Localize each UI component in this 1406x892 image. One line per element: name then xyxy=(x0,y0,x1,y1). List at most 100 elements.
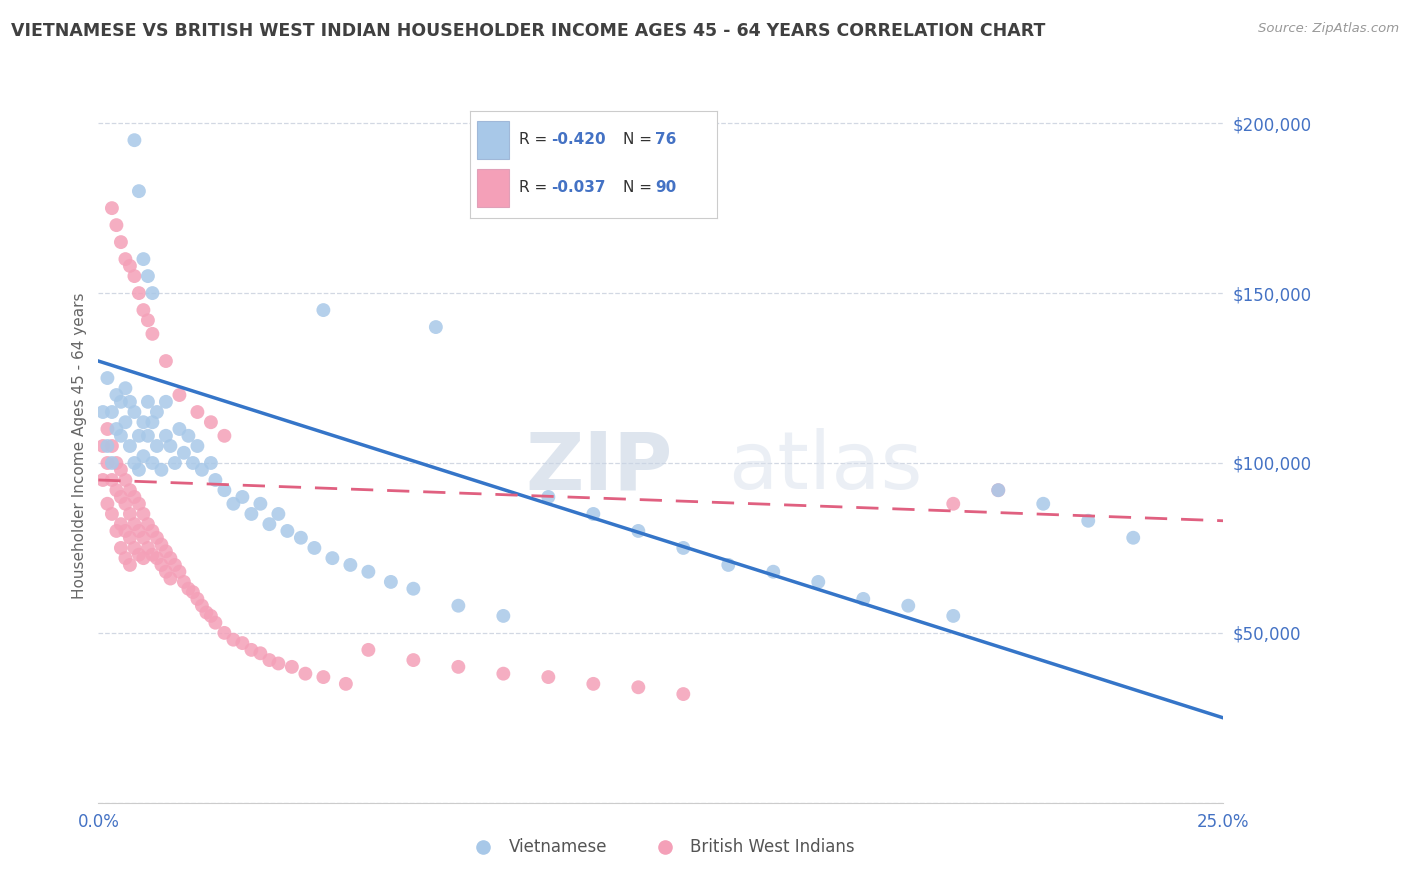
Point xyxy=(132,551,155,566)
Text: ZIP: ZIP xyxy=(526,428,673,507)
Point xyxy=(114,252,136,266)
Point xyxy=(146,439,169,453)
Point xyxy=(191,599,214,613)
Point xyxy=(101,473,124,487)
Point xyxy=(101,507,124,521)
Point xyxy=(402,582,425,596)
Point xyxy=(447,599,470,613)
Point xyxy=(762,565,785,579)
Point xyxy=(163,558,186,572)
Point xyxy=(294,666,316,681)
Point xyxy=(132,415,155,429)
Point xyxy=(118,439,141,453)
Point xyxy=(136,429,159,443)
Point xyxy=(177,429,200,443)
Point xyxy=(128,497,150,511)
Point xyxy=(128,463,150,477)
Point xyxy=(96,371,118,385)
Point xyxy=(231,490,253,504)
Point xyxy=(672,541,695,555)
Point xyxy=(380,574,402,589)
Point xyxy=(128,429,150,443)
Point xyxy=(132,252,155,266)
Point xyxy=(181,456,204,470)
Point xyxy=(259,653,281,667)
Point xyxy=(281,660,304,674)
Point xyxy=(259,517,281,532)
Point xyxy=(717,558,740,572)
Point xyxy=(222,632,245,647)
Point xyxy=(124,517,146,532)
Point xyxy=(101,405,124,419)
Point xyxy=(101,456,124,470)
Point xyxy=(627,680,650,694)
Point xyxy=(582,507,605,521)
Point xyxy=(136,269,159,284)
Point xyxy=(987,483,1010,498)
Point xyxy=(110,490,132,504)
Point xyxy=(159,551,181,566)
Point xyxy=(96,456,118,470)
Point xyxy=(200,608,222,623)
Point xyxy=(173,574,195,589)
Point xyxy=(128,286,150,301)
Point xyxy=(124,456,146,470)
Point xyxy=(267,657,290,671)
Point xyxy=(118,507,141,521)
Point xyxy=(118,259,141,273)
Point xyxy=(191,463,214,477)
Point xyxy=(807,574,830,589)
Point xyxy=(141,286,163,301)
Point xyxy=(114,524,136,538)
Point xyxy=(155,565,177,579)
Point xyxy=(627,524,650,538)
Point xyxy=(141,415,163,429)
Point xyxy=(304,541,326,555)
Point xyxy=(582,677,605,691)
Point xyxy=(852,591,875,606)
Point xyxy=(118,483,141,498)
Point xyxy=(240,643,263,657)
Point xyxy=(169,565,191,579)
Point xyxy=(169,388,191,402)
Point xyxy=(114,497,136,511)
Point xyxy=(101,439,124,453)
Point xyxy=(110,235,132,249)
Point xyxy=(124,269,146,284)
Point xyxy=(942,497,965,511)
Point xyxy=(214,429,236,443)
Point xyxy=(114,551,136,566)
Point xyxy=(96,422,118,436)
Point xyxy=(105,483,128,498)
Point xyxy=(214,626,236,640)
Point xyxy=(492,608,515,623)
Point xyxy=(136,541,159,555)
Point xyxy=(537,670,560,684)
Point xyxy=(447,660,470,674)
Point xyxy=(96,497,118,511)
Point xyxy=(1122,531,1144,545)
Point xyxy=(186,405,208,419)
Point xyxy=(537,490,560,504)
Point xyxy=(159,439,181,453)
Point xyxy=(339,558,361,572)
Point xyxy=(150,558,173,572)
Point xyxy=(897,599,920,613)
Point xyxy=(155,429,177,443)
Point xyxy=(110,541,132,555)
Point xyxy=(249,646,271,660)
Point xyxy=(114,415,136,429)
Point xyxy=(214,483,236,498)
Point xyxy=(402,653,425,667)
Point xyxy=(425,320,447,334)
Point xyxy=(240,507,263,521)
Text: VIETNAMESE VS BRITISH WEST INDIAN HOUSEHOLDER INCOME AGES 45 - 64 YEARS CORRELAT: VIETNAMESE VS BRITISH WEST INDIAN HOUSEH… xyxy=(11,22,1046,40)
Point xyxy=(128,548,150,562)
Point xyxy=(1032,497,1054,511)
Point xyxy=(150,537,173,551)
Point xyxy=(672,687,695,701)
Point xyxy=(200,415,222,429)
Point xyxy=(114,381,136,395)
Point xyxy=(357,643,380,657)
Point xyxy=(128,184,150,198)
